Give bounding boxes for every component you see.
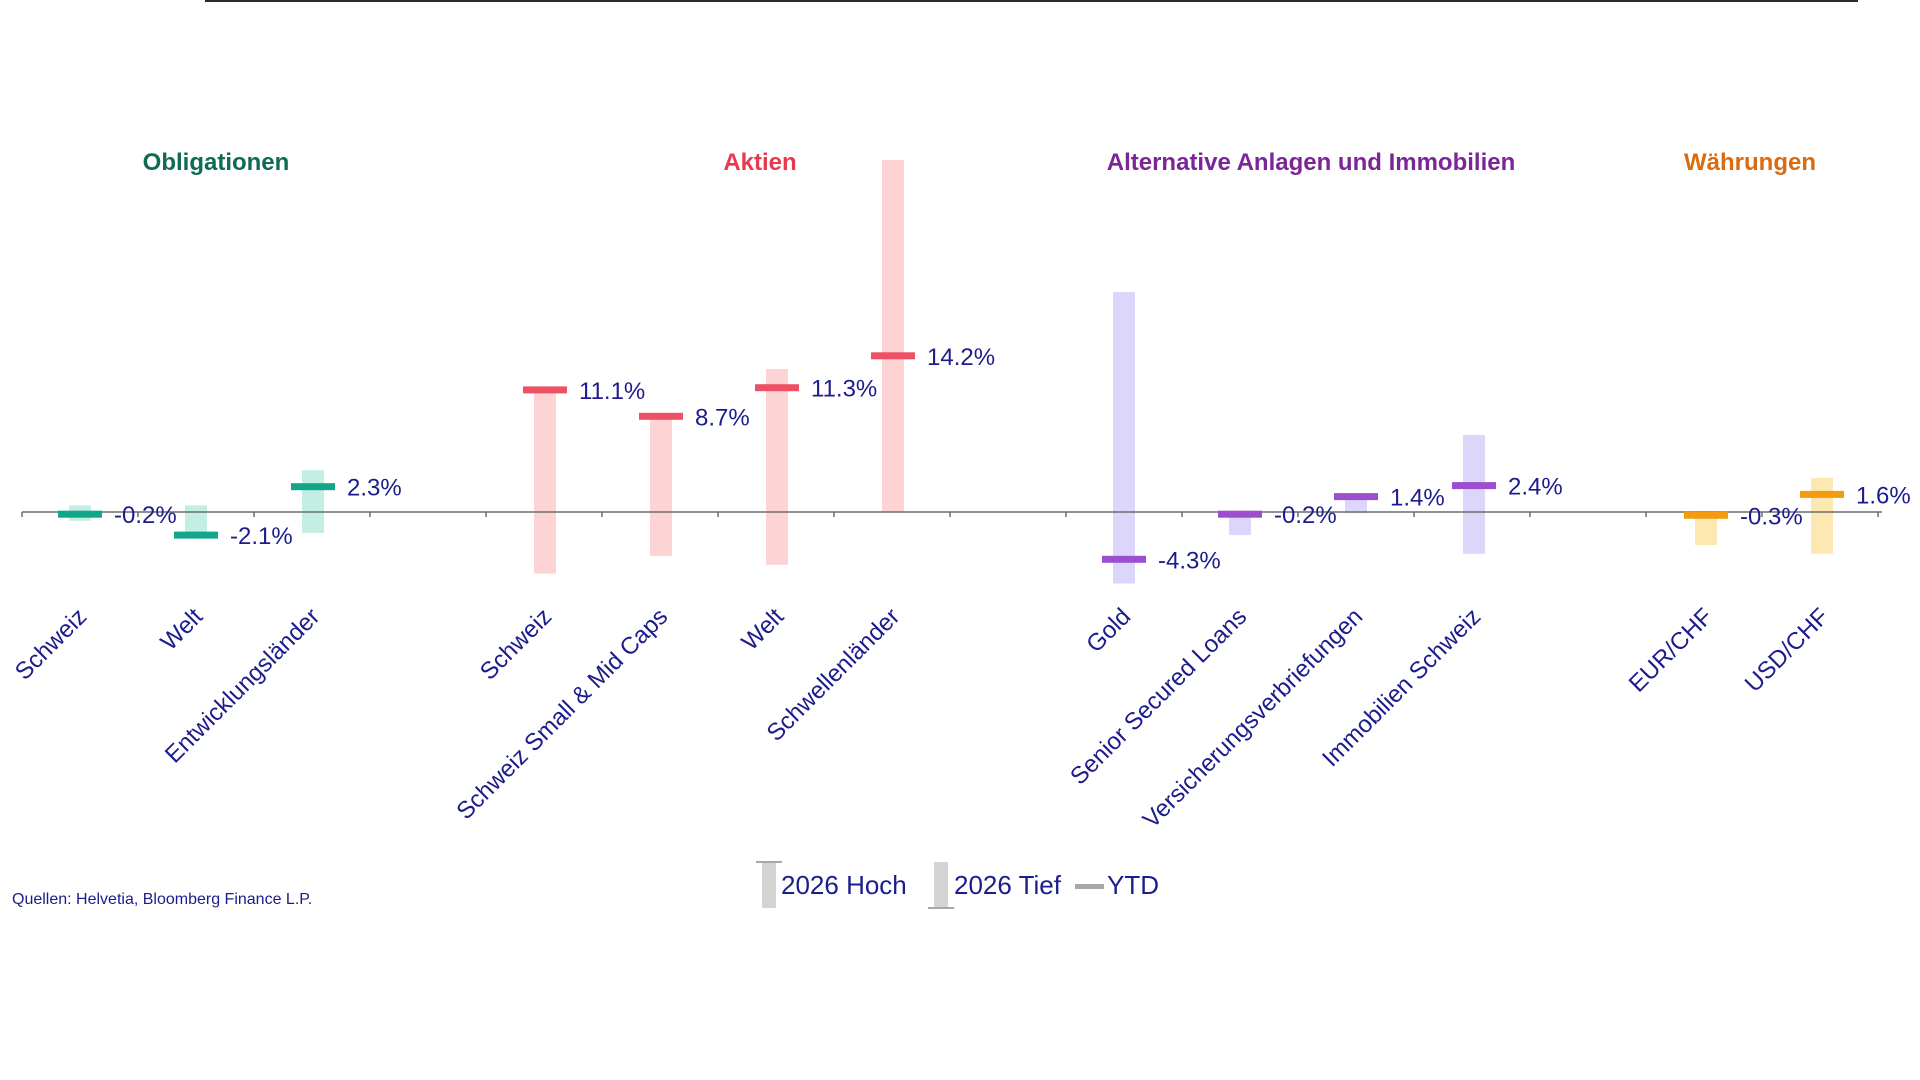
ytd-marker-g2-1 bbox=[1218, 510, 1262, 518]
legend-ytd-label: YTD bbox=[1107, 870, 1159, 900]
range-band-g2-3 bbox=[1463, 435, 1485, 554]
ytd-value-label-g0-2: 2.3% bbox=[347, 475, 402, 502]
range-band-g1-0 bbox=[534, 389, 556, 574]
ytd-marker-g1-2 bbox=[755, 384, 799, 392]
ytd-value-label-g2-0: -4.3% bbox=[1158, 547, 1221, 574]
ytd-marker-g0-2 bbox=[291, 483, 335, 491]
ytd-marker-g0-1 bbox=[174, 531, 218, 539]
ytd-marker-g0-0 bbox=[58, 510, 102, 518]
ytd-marker-g2-2 bbox=[1334, 493, 1378, 501]
ytd-value-label-g2-2: 1.4% bbox=[1390, 485, 1445, 512]
ytd-marker-g3-0 bbox=[1684, 511, 1728, 519]
ytd-marker-g1-0 bbox=[523, 386, 567, 394]
range-band-g3-1 bbox=[1811, 477, 1833, 554]
range-band-g2-1 bbox=[1229, 512, 1251, 536]
group-title-2: Alternative Anlagen und Immobilien bbox=[1107, 149, 1516, 176]
category-label-g0-1: Welt bbox=[156, 603, 209, 656]
legend-high-swatch bbox=[762, 862, 776, 908]
ytd-marker-g1-1 bbox=[639, 412, 683, 420]
group-title-0: Obligationen bbox=[143, 149, 290, 176]
source-note: Quellen: Helvetia, Bloomberg Finance L.P… bbox=[12, 891, 313, 908]
ytd-value-label-g1-3: 14.2% bbox=[927, 344, 995, 371]
legend-low-swatch bbox=[934, 862, 948, 908]
ytd-marker-g2-0 bbox=[1102, 555, 1146, 563]
category-label-g1-0: Schweiz bbox=[475, 603, 557, 685]
ytd-value-label-g3-0: -0.3% bbox=[1740, 503, 1803, 530]
category-label-g0-0: Schweiz bbox=[10, 603, 92, 685]
category-label-g3-1: USD/CHF bbox=[1740, 603, 1835, 698]
category-label-g2-2: Versicherungsverbriefungen bbox=[1138, 603, 1368, 833]
category-label-g2-0: Gold bbox=[1081, 603, 1136, 658]
legend-high-label: 2026 Hoch bbox=[781, 870, 907, 900]
category-label-g1-1: Schweiz Small & Mid Caps bbox=[451, 603, 673, 825]
ytd-value-label-g3-1: 1.6% bbox=[1856, 482, 1911, 509]
ytd-marker-g1-3 bbox=[871, 352, 915, 360]
range-band-g2-2 bbox=[1345, 496, 1367, 514]
legend-ytd-swatch bbox=[1075, 884, 1104, 889]
ytd-marker-g2-3 bbox=[1452, 482, 1496, 490]
range-band-g0-1 bbox=[185, 505, 207, 538]
range-band-g3-0 bbox=[1695, 510, 1717, 545]
ytd-value-label-g0-0: -0.2% bbox=[114, 502, 177, 529]
range-band-g1-3 bbox=[882, 160, 904, 512]
category-label-g1-2: Welt bbox=[737, 603, 790, 656]
group-title-1: Aktien bbox=[723, 149, 796, 176]
category-label-g3-0: EUR/CHF bbox=[1624, 603, 1719, 698]
ytd-value-label-g2-3: 2.4% bbox=[1508, 474, 1563, 501]
ytd-marker-g3-1 bbox=[1800, 490, 1844, 498]
range-band-g0-2 bbox=[302, 470, 324, 533]
ytd-value-label-g1-0: 11.1% bbox=[579, 378, 645, 405]
legend-low-label: 2026 Tief bbox=[954, 870, 1062, 900]
group-title-3: Währungen bbox=[1684, 149, 1816, 176]
ytd-value-label-g1-1: 8.7% bbox=[695, 404, 750, 431]
legend: 2026 Hoch 2026 Tief YTD bbox=[756, 861, 1159, 909]
ytd-value-label-g2-1: -0.2% bbox=[1274, 502, 1337, 529]
range-band-g1-2 bbox=[766, 369, 788, 565]
ytd-value-label-g1-2: 11.3% bbox=[811, 376, 877, 403]
ytd-value-label-g0-1: -2.1% bbox=[230, 523, 293, 550]
range-band-g2-0 bbox=[1113, 292, 1135, 584]
range-band-g1-1 bbox=[650, 416, 672, 556]
